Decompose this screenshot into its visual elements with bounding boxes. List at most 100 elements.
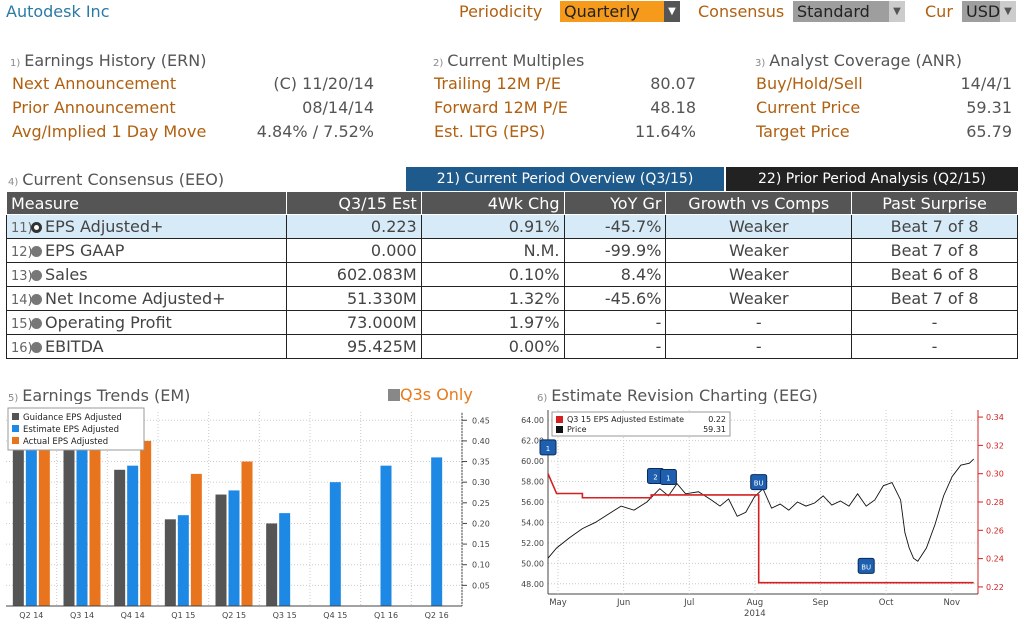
revision-marker-label: 1 <box>666 474 670 482</box>
col-past-surprise[interactable]: Past Surprise <box>851 191 1018 215</box>
chg-cell: 1.97% <box>420 310 565 335</box>
chg-cell: 0.10% <box>420 262 565 287</box>
bar <box>76 440 88 606</box>
table-row[interactable]: 11) EPS Adjusted+ 0.223 0.91% -45.7% Weaker Be… <box>6 214 1018 239</box>
measure-cell[interactable]: 14) Net Income Adjusted+ <box>6 286 287 311</box>
legend-swatch <box>12 437 19 444</box>
currency-dropdown[interactable]: USD <box>962 1 1000 22</box>
table-row[interactable]: 15) Operating Profit 73.000M 1.97% - - - <box>6 310 1018 335</box>
measure-cell[interactable]: 16) EBITDA <box>6 334 287 359</box>
revision-marker-label: BU <box>861 563 871 571</box>
periodicity-chevron-down-icon[interactable]: ▼ <box>664 1 680 22</box>
revision-marker <box>857 557 875 574</box>
comps-cell: Weaker <box>665 238 853 263</box>
consensus-table: Measure Q3/15 Est 4Wk Chg YoY Gr Growth … <box>6 191 1018 359</box>
bar <box>380 465 392 606</box>
x-tick-label: Sep <box>812 598 828 608</box>
estimate-revision-header[interactable]: 6) Estimate Revision Charting (EEG) <box>537 386 818 405</box>
col-est[interactable]: Q3/15 Est <box>285 191 422 215</box>
surprise-cell: Beat 7 of 8 <box>851 238 1018 263</box>
col-yoy-gr[interactable]: YoY Gr <box>563 191 667 215</box>
legend-swatch <box>556 416 563 423</box>
legend-label: Actual EPS Adjusted <box>23 437 108 447</box>
x-tick-label: Q3 15 <box>273 611 297 620</box>
tab-current-period-overview[interactable]: 21) Current Period Overview (Q3/15) <box>406 167 724 191</box>
bar <box>190 473 202 606</box>
y-tick-label: 0.10 <box>472 561 490 570</box>
legend-box <box>7 407 145 451</box>
right-y-tick-label: 0.26 <box>986 526 1004 535</box>
bar <box>38 440 50 606</box>
x-tick-label: Q4 14 <box>121 611 145 620</box>
radio-icon[interactable] <box>31 318 42 329</box>
periodicity-dropdown[interactable]: Quarterly <box>560 1 664 22</box>
left-y-tick-label: 56.00 <box>521 498 544 507</box>
revision-marker <box>539 439 557 456</box>
q3s-only-toggle[interactable]: Q3s Only <box>388 385 473 404</box>
est-cell: 95.425M <box>285 334 422 359</box>
x-tick-label: Jul <box>683 598 694 608</box>
current-multiples-header[interactable]: 2) Current Multiples <box>433 51 585 70</box>
checkbox-icon <box>388 389 400 401</box>
radio-icon[interactable] <box>31 270 42 281</box>
radio-icon[interactable] <box>31 222 42 233</box>
radio-icon[interactable] <box>31 246 42 257</box>
col-measure[interactable]: Measure <box>6 191 287 215</box>
legend-swatch <box>556 426 563 433</box>
radio-icon[interactable] <box>31 342 42 353</box>
consensus-dropdown[interactable]: Standard <box>793 1 889 22</box>
bar <box>12 440 24 606</box>
forward-pe-row: Forward 12M P/E 48.18 <box>434 98 696 117</box>
right-y-tick-label: 0.28 <box>986 498 1004 507</box>
right-y-tick-label: 0.22 <box>986 583 1004 592</box>
y-tick-label: 0.30 <box>472 478 490 487</box>
currency-label: Cur <box>925 2 953 21</box>
col-4wk-chg[interactable]: 4Wk Chg <box>420 191 565 215</box>
measure-cell[interactable]: 13) Sales <box>6 262 287 287</box>
chart-background <box>508 404 1020 622</box>
x-tick-label: Aug <box>747 598 764 608</box>
security-title: Autodesk Inc <box>6 2 110 21</box>
table-row[interactable]: 13) Sales 602.083M 0.10% 8.4% Weaker Beat 6 of… <box>6 262 1018 287</box>
right-y-tick-label: 0.34 <box>986 413 1004 422</box>
measure-cell[interactable]: 15) Operating Profit <box>6 310 287 335</box>
bar <box>241 461 253 606</box>
analyst-coverage-header[interactable]: 3) Analyst Coverage (ANR) <box>755 51 963 70</box>
earnings-history-header[interactable]: 1) Earnings History (ERN) <box>10 51 207 70</box>
left-y-tick-label: 54.00 <box>521 518 544 527</box>
comps-cell: - <box>665 310 853 335</box>
earnings-trends-header[interactable]: 5) Earnings Trends (EM) <box>8 386 191 405</box>
tab-prior-period-analysis[interactable]: 22) Prior Period Analysis (Q2/15) <box>726 167 1018 191</box>
y-tick-label: 0.35 <box>472 458 490 467</box>
consensus-chevron-down-icon[interactable]: ▼ <box>889 1 905 22</box>
est-ltg-row: Est. LTG (EPS) 11.64% <box>434 122 696 141</box>
table-row[interactable]: 16) EBITDA 95.425M 0.00% - - - <box>6 334 1018 359</box>
est-cell: 73.000M <box>285 310 422 335</box>
currency-chevron-down-icon[interactable]: ▼ <box>1000 1 1016 22</box>
revision-marker-label: 1 <box>546 445 550 453</box>
legend-label: Price <box>567 425 587 434</box>
left-y-tick-label: 60.00 <box>521 457 544 466</box>
bar <box>279 513 291 606</box>
radio-icon[interactable] <box>31 294 42 305</box>
table-row[interactable]: 12) EPS GAAP 0.000 N.M. -99.9% Weaker Beat 7 o… <box>6 238 1018 263</box>
left-y-tick-label: 62.00 <box>521 437 544 446</box>
header-bar: Autodesk Inc Periodicity Quarterly ▼ Con… <box>0 0 1024 24</box>
estimate-line <box>547 473 974 584</box>
table-row[interactable]: 14) Net Income Adjusted+ 51.330M 1.32% -45.6… <box>6 286 1018 311</box>
legend-value: 0.22 <box>708 415 726 424</box>
yoy-cell: -99.9% <box>563 238 667 263</box>
current-consensus-header[interactable]: 4) Current Consensus (EEO) <box>8 170 225 189</box>
col-growth-vs-comps[interactable]: Growth vs Comps <box>665 191 853 215</box>
revision-marker <box>659 468 677 485</box>
legend-box <box>551 411 731 437</box>
chg-cell: 0.00% <box>420 334 565 359</box>
left-y-tick-label: 64.00 <box>521 416 544 425</box>
prior-announcement-row: Prior Announcement 08/14/14 <box>12 98 374 117</box>
x-tick-label: May <box>549 598 567 608</box>
bar <box>228 490 240 606</box>
avg-implied-move-row: Avg/Implied 1 Day Move 4.84% / 7.52% <box>12 122 374 141</box>
estimate-revision-chart: 64.00 62.00 60.00 58.00 56.00 54.00 52.00 50.00… <box>508 404 1020 622</box>
measure-cell[interactable]: 12) EPS GAAP <box>6 238 287 263</box>
measure-cell[interactable]: 11) EPS Adjusted+ <box>6 214 287 239</box>
